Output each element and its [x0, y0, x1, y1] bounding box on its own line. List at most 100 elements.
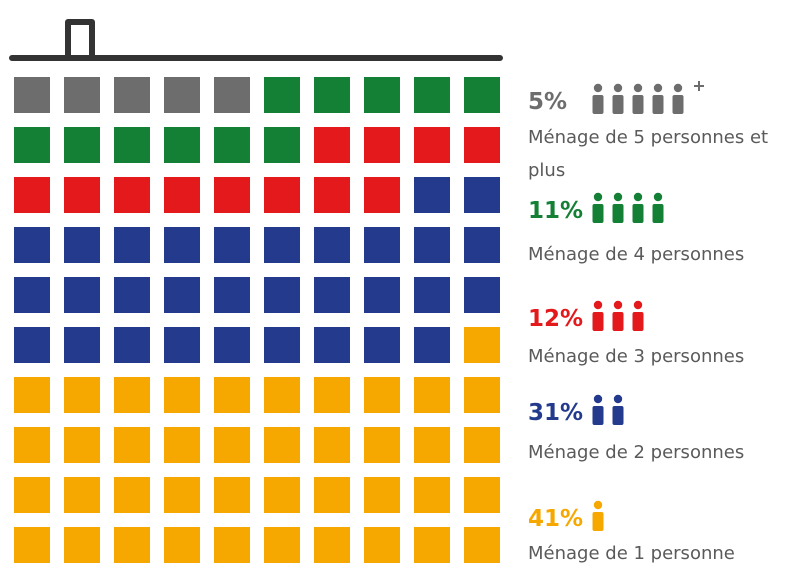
waffle-cell — [264, 327, 300, 363]
waffle-cell — [14, 227, 50, 263]
waffle-cell — [314, 177, 350, 213]
waffle-cell — [164, 127, 200, 163]
percent-label: 12% — [528, 306, 584, 332]
waffle-cell — [164, 227, 200, 263]
waffle-cell — [314, 127, 350, 163]
person-head — [593, 192, 603, 202]
person-body — [592, 204, 604, 223]
person-body — [632, 204, 644, 223]
waffle-cell — [214, 277, 250, 313]
person-body — [612, 204, 624, 223]
waffle-cell — [414, 227, 450, 263]
person-head — [593, 500, 603, 510]
waffle-cell — [164, 527, 200, 563]
waffle-cell — [214, 127, 250, 163]
waffle-cell — [464, 477, 500, 513]
waffle-cell — [114, 77, 150, 113]
waffle-cell — [14, 327, 50, 363]
waffle-cell — [164, 277, 200, 313]
waffle-cell — [264, 427, 300, 463]
waffle-cell — [214, 327, 250, 363]
waffle-cell — [264, 477, 300, 513]
waffle-cell — [214, 477, 250, 513]
waffle-cell — [64, 377, 100, 413]
waffle-cell — [214, 377, 250, 413]
person-head — [633, 192, 643, 202]
person-body — [672, 95, 684, 114]
waffle-cell — [314, 427, 350, 463]
legend-label: Ménage de 3 personnes — [528, 346, 745, 367]
waffle-cell — [464, 177, 500, 213]
waffle-cell — [314, 327, 350, 363]
waffle-cell — [164, 427, 200, 463]
waffle-cell — [114, 327, 150, 363]
waffle-cell — [314, 527, 350, 563]
waffle-cell — [214, 427, 250, 463]
person-head — [653, 192, 663, 202]
waffle-cell — [414, 277, 450, 313]
waffle-cell — [314, 227, 350, 263]
waffle-cell — [414, 327, 450, 363]
waffle-cell — [164, 177, 200, 213]
waffle-cell — [14, 277, 50, 313]
waffle-cell — [114, 127, 150, 163]
waffle-cell — [364, 527, 400, 563]
person-body — [592, 512, 604, 531]
person-head — [633, 83, 643, 93]
person-head — [653, 83, 663, 93]
waffle-cell — [114, 427, 150, 463]
person-head — [613, 83, 623, 93]
waffle-cell — [464, 377, 500, 413]
waffle-cell — [264, 77, 300, 113]
waffle-cell — [114, 377, 150, 413]
waffle-cell — [414, 527, 450, 563]
waffle-cell — [114, 227, 150, 263]
percent-label: 5% — [528, 89, 568, 115]
waffle-cell — [114, 477, 150, 513]
waffle-cell — [364, 177, 400, 213]
waffle-cell — [414, 77, 450, 113]
waffle-cell — [464, 327, 500, 363]
waffle-cell — [364, 77, 400, 113]
waffle-cell — [464, 427, 500, 463]
waffle-cell — [464, 77, 500, 113]
waffle-cell — [114, 177, 150, 213]
waffle-cell — [264, 277, 300, 313]
waffle-cell — [164, 77, 200, 113]
waffle-cell — [414, 177, 450, 213]
waffle-cell — [14, 427, 50, 463]
waffle-cell — [264, 377, 300, 413]
waffle-cell — [14, 177, 50, 213]
person-body — [632, 95, 644, 114]
waffle-cell — [64, 227, 100, 263]
legend-label: Ménage de 4 personnes — [528, 244, 745, 265]
person-body — [652, 204, 664, 223]
waffle-cell — [364, 377, 400, 413]
percent-label: 41% — [528, 506, 584, 532]
waffle-cell — [364, 227, 400, 263]
legend-label: Ménage de 1 personne — [528, 543, 735, 564]
waffle-cell — [214, 527, 250, 563]
person-body — [612, 312, 624, 331]
waffle-cell — [114, 277, 150, 313]
percent-label: 31% — [528, 400, 584, 426]
person-body — [612, 95, 624, 114]
waffle-cell — [364, 277, 400, 313]
plus-icon — [694, 81, 704, 91]
waffle-cell — [64, 477, 100, 513]
person-body — [632, 312, 644, 331]
waffle-cell — [314, 477, 350, 513]
waffle-cell — [14, 477, 50, 513]
waffle-cell — [414, 377, 450, 413]
waffle-cell — [64, 177, 100, 213]
waffle-cell — [64, 77, 100, 113]
waffle-cell — [264, 227, 300, 263]
waffle-cell — [264, 527, 300, 563]
waffle-cell — [164, 477, 200, 513]
waffle-cell — [364, 327, 400, 363]
waffle-cell — [64, 527, 100, 563]
waffle-cell — [64, 327, 100, 363]
waffle-cell — [14, 377, 50, 413]
legend-label: Ménage de 2 personnes — [528, 442, 745, 463]
